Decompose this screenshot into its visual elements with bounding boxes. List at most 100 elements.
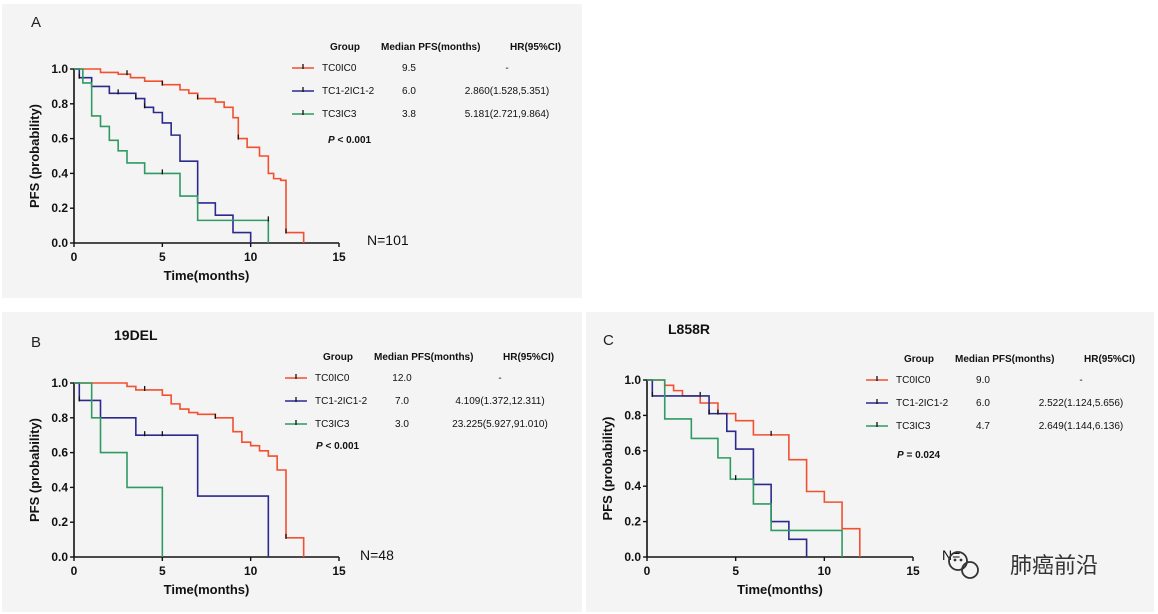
legend-header-median: Median PFS(months): [381, 42, 480, 53]
y-axis-title: PFS (probability): [27, 104, 42, 208]
y-tick-label: 0.2: [624, 515, 641, 529]
legend-header-hr: HR(95%CI): [510, 42, 561, 53]
legend-header-group: Group: [323, 352, 353, 363]
legend-hr: -: [1079, 375, 1082, 386]
legend-group-name: TC3IC3: [896, 421, 931, 432]
chart-panel-b: B 19DEL 0 5 10 15 0.0 0.2 0.4 0.6 0.8 1.0 Time(month…: [27, 327, 554, 597]
legend-group-name: TC0IC0: [322, 63, 357, 74]
legend-median: 3.0: [395, 419, 409, 430]
y-tick-label: 0.4: [51, 480, 68, 494]
legend-median: 4.7: [976, 421, 990, 432]
legend-group-name: TC3IC3: [322, 109, 357, 120]
p-value: P = 0.024: [897, 450, 941, 461]
p-value: P < 0.001: [328, 135, 372, 146]
watermark: 肺癌前沿: [948, 551, 1098, 579]
legend-header-median: Median PFS(months): [955, 354, 1054, 365]
x-axis-title: Time(months): [737, 582, 823, 597]
legend-group-name: TC0IC0: [315, 373, 350, 384]
legend-median: 7.0: [395, 396, 409, 407]
legend-median: 9.0: [976, 375, 990, 386]
y-axis-title: PFS (probability): [600, 417, 615, 521]
legend-group-name: TC1-2IC1-2: [322, 86, 375, 97]
chart-panel-c: C L858R 0 5 10 15 0.0 0.2 0.4 0.6 0.8 1.0 Time(month…: [600, 321, 1135, 597]
x-tick-label: 0: [644, 564, 651, 578]
y-tick-label: 0.4: [624, 479, 641, 493]
legend-hr: 4.109(1.372,12.311): [455, 396, 544, 407]
legend-group-name: TC3IC3: [315, 419, 350, 430]
x-tick-label: 15: [332, 250, 346, 264]
y-tick-label: 0.0: [51, 550, 68, 564]
x-axis-title: Time(months): [164, 268, 250, 283]
km-curve-tc1-2ic1-2: [647, 379, 808, 557]
legend-header-median: Median PFS(months): [374, 352, 473, 363]
y-tick-label: 0.8: [51, 411, 68, 425]
y-tick-label: 1.0: [51, 376, 68, 390]
y-tick-label: 0.0: [624, 550, 641, 564]
legend-median: 3.8: [402, 109, 416, 120]
legend-hr: -: [498, 373, 501, 384]
panel-letter: A: [31, 14, 41, 31]
chart-panel-a: A 0 5 10 15 0.0 0.2 0.4 0.6 0.8 1.0 Time(months) PFS…: [27, 14, 561, 283]
x-tick-label: 5: [732, 564, 739, 578]
legend-group-name: TC1-2IC1-2: [315, 396, 368, 407]
x-tick-label: 5: [159, 250, 166, 264]
km-curve-tc0ic0: [74, 68, 305, 243]
legend-hr: 2.649(1.144,6.136): [1039, 421, 1124, 432]
y-tick-label: 0.2: [51, 201, 68, 215]
legend-header-group: Group: [330, 42, 360, 53]
chart-panels: A 0 5 10 15 0.0 0.2 0.4 0.6 0.8 1.0 Time(months) PFS…: [27, 14, 1135, 597]
panel-b-background: [2, 312, 582, 612]
legend-header-group: Group: [904, 354, 934, 365]
x-axis-title: Time(months): [164, 582, 250, 597]
legend-header-hr: HR(95%CI): [1084, 354, 1135, 365]
km-curve-tc3ic3: [647, 379, 843, 557]
y-tick-label: 0.4: [51, 166, 68, 180]
panel-letter: B: [31, 334, 41, 351]
wechat-icon: [948, 551, 979, 579]
panel-subtitle: L858R: [668, 321, 710, 337]
x-tick-label: 10: [818, 564, 832, 578]
km-curve-tc0ic0: [647, 379, 861, 557]
y-tick-label: 0.6: [51, 132, 68, 146]
y-tick-label: 0.6: [624, 444, 641, 458]
y-tick-label: 0.2: [51, 515, 68, 529]
x-tick-label: 15: [332, 564, 346, 578]
legend-hr: 2.860(1.528,5.351): [465, 86, 550, 97]
y-tick-label: 0.0: [51, 236, 68, 250]
legend-median: 6.0: [976, 398, 990, 409]
legend-hr: 2.522(1.124,5.656): [1039, 398, 1124, 409]
km-curve-tc1-2ic1-2: [74, 68, 252, 243]
sample-size-label: N=101: [367, 232, 409, 248]
panel-a-background: [2, 4, 582, 298]
y-axis-title: PFS (probability): [27, 418, 42, 522]
km-curve-tc1-2ic1-2: [74, 382, 270, 557]
legend-group-name: TC1-2IC1-2: [896, 398, 949, 409]
panel-subtitle: 19DEL: [114, 327, 158, 343]
legend-hr: 23.225(5.927,91.010): [452, 419, 548, 430]
y-tick-label: 1.0: [624, 373, 641, 387]
legend-median: 12.0: [392, 373, 412, 384]
x-tick-label: 10: [244, 250, 258, 264]
x-tick-label: 0: [71, 564, 78, 578]
panel-c-background: [586, 312, 1154, 612]
km-curve-tc3ic3: [74, 382, 164, 557]
legend-hr: -: [505, 63, 508, 74]
sample-size-label: N=48: [360, 547, 394, 563]
watermark-text: 肺癌前沿: [1010, 553, 1098, 578]
legend-group-name: TC0IC0: [896, 375, 931, 386]
x-tick-label: 10: [244, 564, 258, 578]
legend-median: 6.0: [402, 86, 416, 97]
x-tick-label: 0: [71, 250, 78, 264]
km-curve-tc3ic3: [74, 68, 270, 243]
y-tick-label: 1.0: [51, 62, 68, 76]
y-tick-label: 0.8: [51, 97, 68, 111]
legend-header-hr: HR(95%CI): [503, 352, 554, 363]
legend-hr: 5.181(2.721,9.864): [465, 109, 550, 120]
panel-letter: C: [603, 332, 614, 349]
legend-median: 9.5: [402, 63, 416, 74]
x-tick-label: 15: [906, 564, 920, 578]
y-tick-label: 0.6: [51, 446, 68, 460]
p-value: P < 0.001: [316, 441, 360, 452]
y-tick-label: 0.8: [624, 408, 641, 422]
